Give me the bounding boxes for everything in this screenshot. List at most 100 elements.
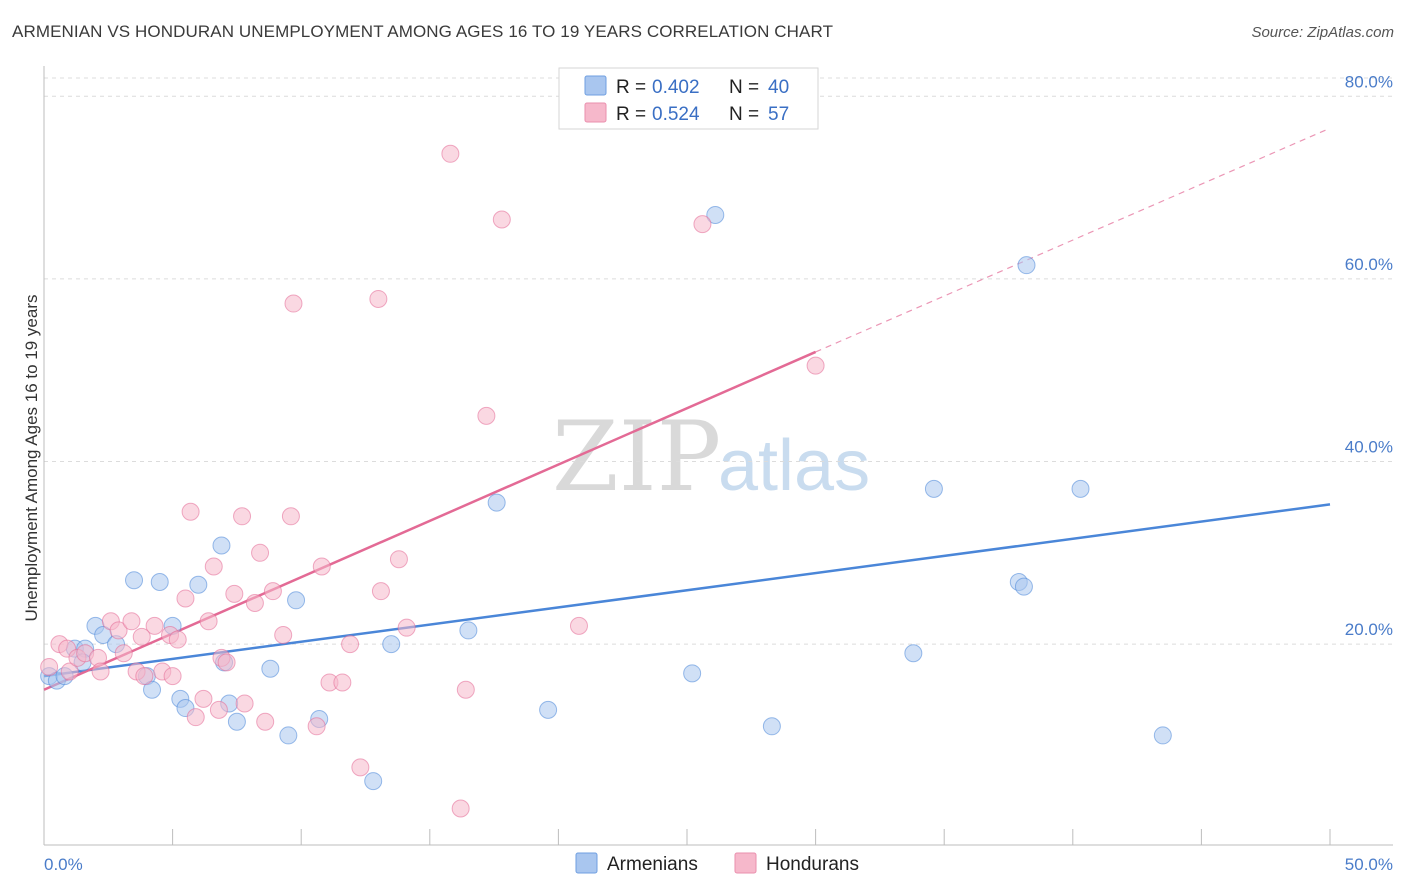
gridlines (44, 77, 1393, 645)
legend-r-label-armenians: R = (616, 77, 646, 98)
point-armenians-24 (364, 772, 383, 791)
point-armenians-36 (1017, 256, 1036, 275)
point-hondurans-19 (181, 502, 200, 521)
point-hondurans-0 (40, 657, 59, 676)
point-hondurans-52 (693, 215, 712, 234)
point-hondurans-39 (333, 673, 352, 692)
point-armenians-33 (924, 479, 943, 498)
point-hondurans-23 (204, 557, 223, 576)
y-axis-label: Unemployment Among Ages 16 to 19 years (22, 295, 41, 622)
point-hondurans-56 (209, 700, 228, 719)
point-hondurans-10 (114, 644, 133, 663)
bottom-legend-label-hondurans: Hondurans (766, 854, 859, 875)
point-hondurans-28 (235, 694, 254, 713)
legend-n-value-armenians: 40 (768, 77, 789, 98)
legend-r-value-hondurans: 0.524 (652, 104, 700, 125)
point-hondurans-26 (225, 584, 244, 603)
point-hondurans-53 (806, 356, 825, 375)
point-hondurans-40 (341, 635, 360, 654)
point-armenians-35 (1014, 577, 1033, 596)
legend-n-label-hondurans: N = (729, 104, 759, 125)
point-armenians-15 (189, 575, 208, 594)
point-hondurans-20 (186, 708, 205, 727)
point-hondurans-29 (245, 594, 264, 613)
point-armenians-10 (150, 573, 169, 592)
point-hondurans-36 (307, 717, 326, 736)
point-armenians-12 (143, 680, 162, 699)
bottom-legend-swatch-hondurans (734, 852, 757, 874)
point-hondurans-30 (251, 543, 270, 562)
point-armenians-31 (762, 717, 781, 736)
x-tick-label-min: 0.0% (44, 855, 83, 874)
watermark-zip: ZIP (552, 401, 721, 513)
point-hondurans-35 (284, 294, 303, 313)
point-hondurans-48 (456, 680, 475, 699)
bottom-legend-swatch-armenians (575, 852, 598, 874)
point-hondurans-49 (477, 406, 496, 425)
point-hondurans-47 (451, 799, 470, 818)
trend-line-hondurans (43, 350, 817, 691)
point-hondurans-9 (109, 621, 128, 640)
point-hondurans-44 (389, 550, 408, 569)
source-label: Source: ZipAtlas.com (1251, 24, 1394, 41)
axes (43, 66, 1393, 846)
trend-line-armenians (43, 503, 1331, 678)
point-armenians-22 (287, 591, 306, 610)
point-armenians-8 (125, 571, 144, 590)
legend-r-label-hondurans: R = (616, 104, 646, 125)
point-hondurans-3 (60, 662, 79, 681)
bottom-legend-label-armenians: Armenians (607, 854, 698, 875)
point-hondurans-46 (441, 144, 460, 163)
y-tick-label-80: 80.0% (1345, 72, 1393, 91)
legend-n-value-hondurans: 57 (768, 104, 789, 125)
point-hondurans-21 (194, 689, 213, 708)
point-hondurans-25 (217, 653, 236, 672)
data-points (40, 144, 1172, 818)
trend-line-extension-hondurans (815, 127, 1331, 353)
point-hondurans-32 (263, 582, 282, 601)
point-armenians-21 (279, 726, 298, 745)
point-armenians-28 (539, 700, 558, 719)
point-hondurans-22 (199, 612, 218, 631)
y-tick-label-40: 40.0% (1345, 438, 1393, 457)
point-hondurans-33 (274, 625, 293, 644)
point-armenians-37 (1071, 479, 1090, 498)
legend: R = 0.402 N = 40 R = 0.524 N = 57 (558, 67, 819, 130)
point-hondurans-43 (371, 582, 390, 601)
legend-swatch-armenians (584, 75, 607, 96)
y-tick-label-60: 60.0% (1345, 255, 1393, 274)
point-armenians-38 (1153, 726, 1172, 745)
x-tick-label-max: 50.0% (1345, 855, 1393, 874)
point-armenians-16 (212, 536, 231, 555)
watermark-atlas: atlas (718, 426, 870, 506)
point-hondurans-18 (176, 589, 195, 608)
chart-title: ARMENIAN VS HONDURAN UNEMPLOYMENT AMONG … (12, 22, 834, 41)
point-armenians-20 (261, 659, 280, 678)
point-hondurans-11 (122, 612, 141, 631)
point-hondurans-54 (163, 667, 182, 686)
point-hondurans-31 (256, 712, 275, 731)
point-armenians-27 (487, 493, 506, 512)
legend-r-value-armenians: 0.402 (652, 77, 700, 98)
point-armenians-29 (683, 664, 702, 683)
point-hondurans-37 (312, 557, 331, 576)
point-hondurans-14 (145, 616, 164, 635)
y-tick-label-20: 20.0% (1345, 620, 1393, 639)
point-armenians-25 (382, 635, 401, 654)
trend-lines (43, 127, 1331, 691)
point-hondurans-45 (397, 618, 416, 637)
point-hondurans-42 (369, 289, 388, 308)
point-hondurans-34 (281, 507, 300, 526)
point-hondurans-7 (91, 662, 110, 681)
point-hondurans-41 (351, 758, 370, 777)
point-hondurans-51 (569, 616, 588, 635)
point-armenians-19 (227, 712, 246, 731)
point-armenians-30 (706, 205, 725, 224)
point-armenians-26 (459, 621, 478, 640)
point-hondurans-50 (492, 210, 511, 229)
point-hondurans-27 (233, 507, 252, 526)
point-hondurans-13 (135, 667, 154, 686)
legend-n-label-armenians: N = (729, 77, 759, 98)
bottom-legend: Armenians Hondurans (575, 852, 859, 875)
